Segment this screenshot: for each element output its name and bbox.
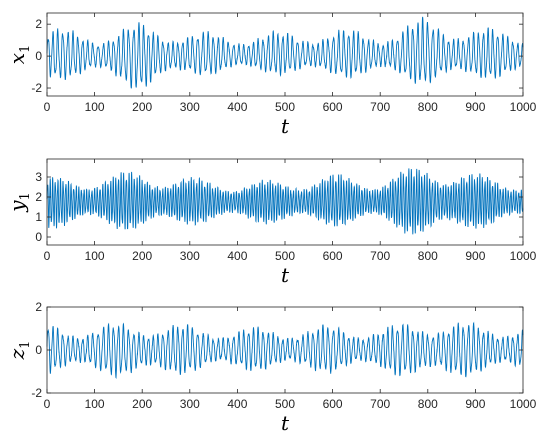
y-axis-label: z1 bbox=[5, 341, 33, 361]
y-tick-label: 0 bbox=[35, 49, 42, 63]
y-tick-label: -2 bbox=[31, 81, 42, 95]
x-tick-label: 300 bbox=[180, 397, 200, 411]
x-tick-label: 400 bbox=[227, 397, 247, 411]
x-tick-label: 500 bbox=[275, 249, 295, 263]
series-line-y1 bbox=[46, 168, 524, 235]
x-tick-label: 400 bbox=[227, 100, 247, 114]
series-line-z1 bbox=[46, 321, 524, 379]
x-axis-label: t bbox=[281, 263, 290, 287]
axes-box bbox=[46, 12, 524, 97]
x-tick-label: 400 bbox=[227, 249, 247, 263]
x-tick-label: 700 bbox=[370, 249, 390, 263]
x-tick-label: 200 bbox=[132, 100, 152, 114]
series-line-x1 bbox=[46, 16, 524, 89]
x-tick-label: 800 bbox=[418, 397, 438, 411]
panel-y1: 0 100 200 300 400 500 600 700 800 900 1000 0 1 2 3 t y1 bbox=[5, 158, 537, 287]
x-tick-label: 1000 bbox=[510, 100, 537, 114]
x-axis-label: t bbox=[281, 411, 290, 435]
x-axis-label: t bbox=[281, 114, 290, 138]
x-tick-label: 0 bbox=[44, 249, 51, 263]
x-tick-label: 900 bbox=[465, 100, 485, 114]
y-tick-label: 0 bbox=[35, 230, 42, 244]
x-tick-label: 1000 bbox=[510, 249, 537, 263]
y-tick-label: 2 bbox=[35, 300, 42, 314]
y-tick-label: 3 bbox=[35, 170, 42, 184]
x-tick-label: 600 bbox=[323, 397, 343, 411]
x-tick-label: 200 bbox=[132, 397, 152, 411]
x-tick-label: 0 bbox=[44, 100, 51, 114]
x-tick-label: 500 bbox=[275, 100, 295, 114]
x-tick-label: 100 bbox=[85, 397, 105, 411]
x-tick-label: 700 bbox=[370, 397, 390, 411]
y-tick-label: -2 bbox=[31, 386, 42, 400]
x-tick-label: 600 bbox=[323, 249, 343, 263]
y-tick-label: 0 bbox=[35, 343, 42, 357]
x-tick-label: 600 bbox=[323, 100, 343, 114]
x-tick-label: 300 bbox=[180, 100, 200, 114]
x-tick-label: 700 bbox=[370, 100, 390, 114]
x-tick-label: 300 bbox=[180, 249, 200, 263]
x-tick-label: 100 bbox=[85, 249, 105, 263]
x-tick-label: 800 bbox=[418, 100, 438, 114]
x-tick-label: 900 bbox=[465, 249, 485, 263]
y-tick-label: 1 bbox=[35, 210, 42, 224]
y-tick-label: 2 bbox=[35, 190, 42, 204]
x-tick-label: 900 bbox=[465, 397, 485, 411]
x-tick-label: 100 bbox=[85, 100, 105, 114]
x-tick-label: 500 bbox=[275, 397, 295, 411]
x-tick-label: 200 bbox=[132, 249, 152, 263]
x-tick-label: 0 bbox=[44, 397, 51, 411]
y-axis-label: x1 bbox=[5, 45, 33, 65]
x-tick-label: 800 bbox=[418, 249, 438, 263]
axes-box bbox=[46, 306, 524, 394]
x-tick-label: 1000 bbox=[510, 397, 537, 411]
y-axis-label: y1 bbox=[5, 192, 33, 213]
y-tick-label: 2 bbox=[35, 17, 42, 31]
